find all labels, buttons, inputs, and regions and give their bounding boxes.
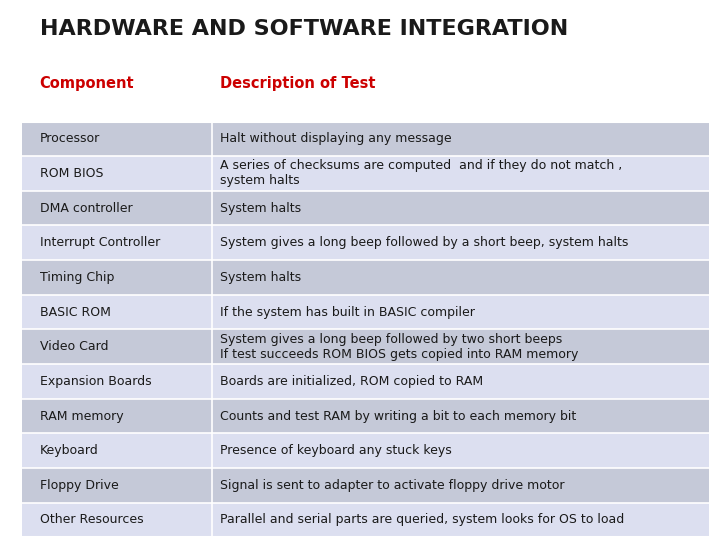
Text: If the system has built in BASIC compiler: If the system has built in BASIC compile…	[220, 306, 474, 319]
Text: Component: Component	[40, 76, 134, 91]
Text: A series of checksums are computed  and if they do not match ,
system halts: A series of checksums are computed and i…	[220, 159, 622, 187]
Bar	[22, 329, 709, 364]
Bar	[22, 399, 709, 433]
Text: Other Resources: Other Resources	[40, 514, 143, 526]
Bar	[22, 156, 709, 191]
Bar	[22, 468, 709, 503]
Bar	[22, 364, 709, 399]
Bar	[22, 433, 709, 468]
Bar	[22, 226, 709, 260]
Text: System halts: System halts	[220, 201, 301, 214]
Text: Keyboard: Keyboard	[40, 444, 99, 457]
Text: ROM BIOS: ROM BIOS	[40, 167, 103, 180]
Text: Counts and test RAM by writing a bit to each memory bit: Counts and test RAM by writing a bit to …	[220, 409, 576, 422]
Text: Timing Chip: Timing Chip	[40, 271, 114, 284]
Text: Description of Test: Description of Test	[220, 76, 375, 91]
Bar	[22, 503, 709, 537]
Bar	[22, 295, 709, 329]
Text: System gives a long beep followed by a short beep, system halts: System gives a long beep followed by a s…	[220, 237, 628, 249]
Text: Halt without displaying any message: Halt without displaying any message	[220, 132, 451, 145]
Text: Interrupt Controller: Interrupt Controller	[40, 237, 160, 249]
Text: HARDWARE AND SOFTWARE INTEGRATION: HARDWARE AND SOFTWARE INTEGRATION	[40, 19, 568, 39]
Text: Expansion Boards: Expansion Boards	[40, 375, 151, 388]
Text: System halts: System halts	[220, 271, 301, 284]
Text: Boards are initialized, ROM copied to RAM: Boards are initialized, ROM copied to RA…	[220, 375, 482, 388]
Text: Processor: Processor	[40, 132, 100, 145]
Text: System gives a long beep followed by two short beeps
If test succeeds ROM BIOS g: System gives a long beep followed by two…	[220, 333, 578, 361]
Text: Video Card: Video Card	[40, 340, 108, 353]
Text: RAM memory: RAM memory	[40, 409, 123, 422]
Bar	[22, 260, 709, 295]
Text: Presence of keyboard any stuck keys: Presence of keyboard any stuck keys	[220, 444, 451, 457]
Bar	[22, 191, 709, 226]
Text: Parallel and serial parts are queried, system looks for OS to load: Parallel and serial parts are queried, s…	[220, 514, 624, 526]
Text: BASIC ROM: BASIC ROM	[40, 306, 110, 319]
Text: DMA controller: DMA controller	[40, 201, 132, 214]
Text: Floppy Drive: Floppy Drive	[40, 479, 118, 492]
Text: Signal is sent to adapter to activate floppy drive motor: Signal is sent to adapter to activate fl…	[220, 479, 564, 492]
Bar	[22, 122, 709, 156]
